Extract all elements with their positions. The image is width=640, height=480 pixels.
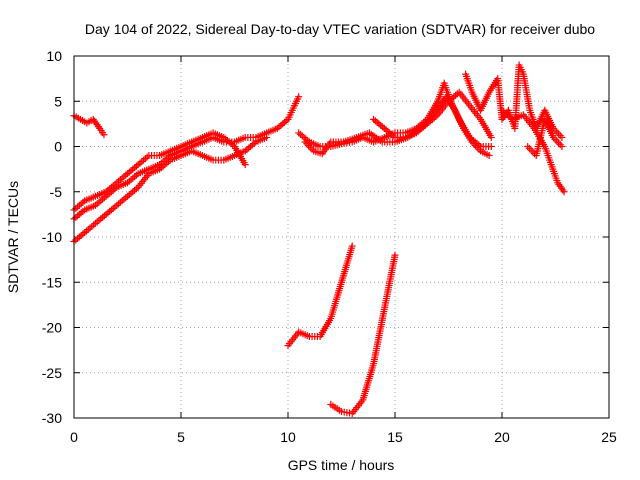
data-point: [558, 143, 566, 150]
data-point: [487, 133, 495, 141]
y-tick-label: -20: [42, 320, 62, 336]
series-trace-1: [70, 112, 108, 139]
data-point-interp: [529, 148, 537, 156]
series-trace-7: [370, 88, 495, 141]
data-point: [485, 152, 493, 160]
series-trace-2: [70, 93, 303, 223]
plot-frame: [73, 55, 610, 419]
data-point-interp: [556, 132, 564, 140]
data-point: [263, 133, 271, 141]
x-axis-label: GPS time / hours: [288, 457, 395, 473]
data-point: [558, 133, 566, 141]
chart-title: Day 104 of 2022, Sidereal Day-to-day VTE…: [85, 21, 595, 37]
series-trace-10: [524, 115, 566, 160]
y-tick-label: -15: [42, 274, 62, 290]
series-trace-12: [327, 251, 399, 417]
data-point: [241, 161, 249, 169]
data-point: [560, 188, 568, 196]
title: Day 104 of 2022, Sidereal Day-to-day VTE…: [85, 21, 595, 37]
data-point: [348, 242, 356, 250]
y-tick-label: -5: [50, 184, 63, 200]
series-trace-4: [70, 129, 249, 214]
data-point-interp: [553, 137, 561, 145]
data-point-interp: [553, 128, 561, 136]
x-tick-label: 5: [177, 429, 185, 445]
data-point-interp: [556, 141, 564, 149]
data-point: [391, 251, 399, 259]
data-point-interp: [554, 130, 562, 138]
series: [70, 61, 568, 417]
series-trace-3: [70, 133, 271, 246]
y-tick-label: 10: [46, 48, 62, 64]
x-tick-label: 0: [70, 429, 78, 445]
series-trace-9: [498, 106, 568, 196]
series-trace-6: [301, 93, 493, 160]
data-point-interp: [525, 144, 533, 152]
y-axis-label: SDTVAR / TECUs: [5, 181, 21, 293]
data-point-interp: [554, 139, 562, 147]
tick-labels: 0 5 10 15 20 25 -30 -25 -20 -15 -10 -5 0 5 10: [42, 48, 617, 445]
y-tick-label: 5: [54, 93, 62, 109]
data-point: [487, 143, 495, 150]
data-point: [524, 143, 532, 150]
data-point: [100, 131, 108, 139]
data-point-interp: [527, 146, 535, 154]
x-tick-label: 10: [280, 429, 296, 445]
x-tick-label: 15: [387, 429, 403, 445]
y-tick-label: -30: [42, 410, 62, 426]
y-tick-label: -10: [42, 229, 62, 245]
y-tick-label: 0: [54, 139, 62, 155]
series-trace-11: [284, 242, 356, 350]
x-tick-label: 25: [601, 429, 617, 445]
x-tick-label: 20: [494, 429, 510, 445]
y-tick-label: -25: [42, 365, 62, 381]
data-point: [295, 93, 303, 101]
